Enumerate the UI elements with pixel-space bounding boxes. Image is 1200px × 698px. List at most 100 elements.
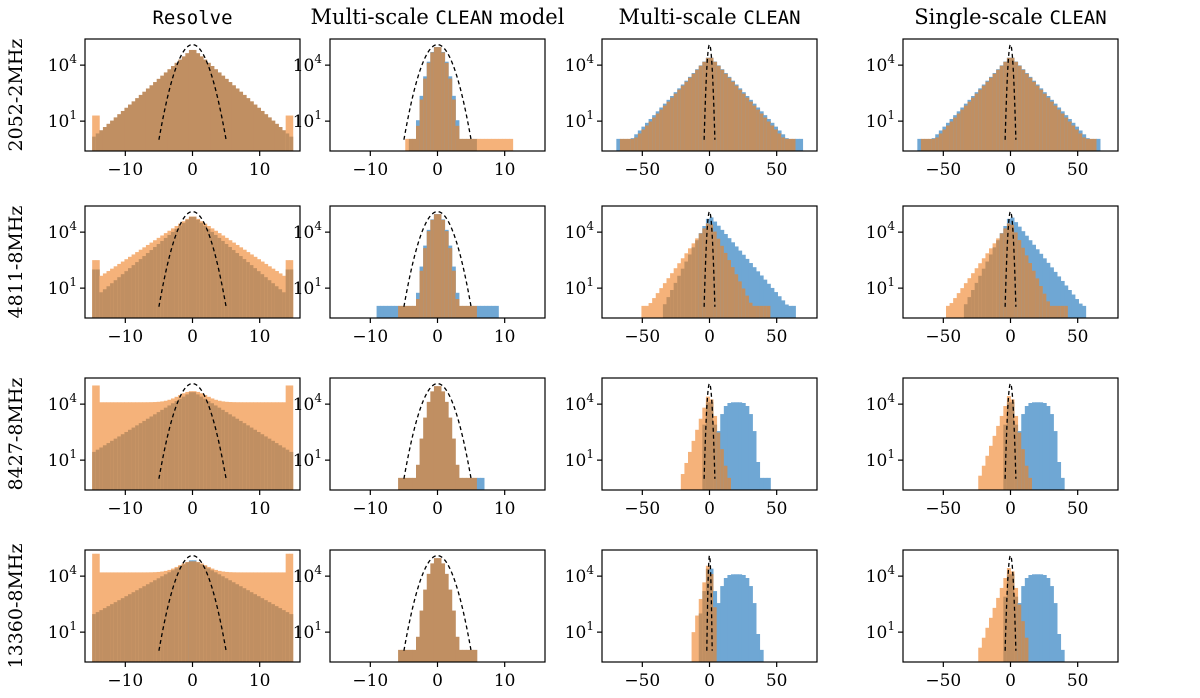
bar-orange-25 bbox=[992, 607, 997, 662]
bar-overlap-30 bbox=[1010, 402, 1015, 490]
bar-overlap-40 bbox=[228, 247, 233, 318]
bar-overlap-21 bbox=[160, 240, 165, 318]
bar-blue-40 bbox=[1046, 578, 1051, 662]
bar-overlap-49 bbox=[260, 434, 265, 490]
bar-overlap-17 bbox=[145, 584, 150, 662]
bar-overlap-29 bbox=[1006, 574, 1011, 662]
bar-overlap-27 bbox=[999, 233, 1004, 318]
bar-overlap-25 bbox=[174, 62, 179, 152]
bar-blue-42 bbox=[480, 477, 485, 490]
bar-overlap-33 bbox=[203, 566, 208, 662]
bar-overlap-15 bbox=[138, 588, 143, 662]
histogram-bars bbox=[92, 553, 294, 662]
bar-overlap-22 bbox=[408, 477, 413, 490]
bar-overlap-5 bbox=[920, 138, 925, 151]
bar-overlap-19 bbox=[398, 477, 403, 490]
bar-overlap-32 bbox=[1017, 65, 1022, 151]
bar-overlap-29 bbox=[705, 223, 710, 318]
bar-overlap-53 bbox=[274, 606, 279, 662]
bar-overlap-23 bbox=[167, 234, 172, 318]
bar-overlap-23 bbox=[412, 305, 417, 318]
bar-blue-43 bbox=[1057, 462, 1062, 490]
y-tick-label-1: 104 bbox=[48, 219, 78, 243]
bar-blue-44 bbox=[1060, 280, 1065, 318]
bar-overlap-2 bbox=[92, 614, 97, 662]
bar-overlap-37 bbox=[462, 649, 467, 662]
bar-orange-55 bbox=[282, 402, 287, 490]
bar-overlap-25 bbox=[419, 438, 424, 490]
bar-overlap-42 bbox=[1053, 105, 1058, 151]
bar-overlap-40 bbox=[745, 295, 750, 318]
bar-blue-39 bbox=[1042, 403, 1047, 490]
bar-overlap-2 bbox=[92, 136, 97, 151]
bar-overlap-24 bbox=[416, 125, 420, 151]
bar-overlap-27 bbox=[426, 231, 431, 318]
bar-overlap-48 bbox=[257, 107, 261, 151]
bar-orange-14 bbox=[953, 298, 958, 318]
bar-overlap-27 bbox=[181, 56, 186, 151]
bar-overlap-22 bbox=[981, 85, 986, 151]
panel-r3-c1: 101 104 −10 0 10 bbox=[293, 549, 546, 691]
bar-blue-38 bbox=[738, 574, 743, 662]
bar-overlap-32 bbox=[444, 62, 449, 151]
bar-overlap-30 bbox=[437, 386, 442, 490]
bar-overlap-25 bbox=[992, 247, 997, 318]
bar-orange-15 bbox=[655, 293, 660, 318]
bar-overlap-21 bbox=[160, 409, 165, 490]
bar-overlap-25 bbox=[174, 228, 179, 318]
bar-overlap-28 bbox=[430, 563, 435, 662]
bar-orange-22 bbox=[981, 637, 986, 662]
bar-blue-42 bbox=[752, 603, 757, 662]
bar-orange-23 bbox=[684, 462, 689, 490]
bar-blue-40 bbox=[745, 406, 750, 490]
bar-overlap-46 bbox=[249, 427, 254, 490]
bar-blue-41 bbox=[748, 414, 753, 490]
bar-overlap-50 bbox=[264, 600, 269, 662]
bar-overlap-31 bbox=[1014, 232, 1019, 318]
bar-overlap-23 bbox=[985, 261, 990, 318]
bar-overlap-23 bbox=[167, 572, 172, 662]
bar-orange-12 bbox=[946, 305, 950, 318]
y-tick-label-1: 104 bbox=[565, 219, 595, 243]
bar-overlap-40 bbox=[228, 414, 233, 490]
bar-overlap-19 bbox=[153, 414, 158, 490]
bar-overlap-31 bbox=[1014, 61, 1019, 152]
bar-blue-55 bbox=[799, 138, 804, 151]
bar-overlap-45 bbox=[1064, 117, 1069, 151]
bar-blue-39 bbox=[741, 575, 746, 662]
bar-blue-49 bbox=[777, 296, 782, 318]
bar-overlap-48 bbox=[257, 431, 261, 490]
bar-overlap-50 bbox=[264, 114, 269, 151]
bar-overlap-38 bbox=[466, 138, 471, 151]
bar-overlap-22 bbox=[163, 237, 168, 318]
bar-blue-42 bbox=[752, 431, 757, 490]
y-tick-label-1: 104 bbox=[866, 391, 896, 415]
bar-overlap-8 bbox=[113, 280, 118, 318]
bar-overlap-43 bbox=[1057, 305, 1062, 318]
bar-blue-38 bbox=[738, 402, 743, 490]
bar-overlap-40 bbox=[745, 97, 750, 151]
bar-overlap-50 bbox=[781, 137, 786, 151]
bar-overlap-34 bbox=[1024, 465, 1029, 490]
bar-overlap-53 bbox=[791, 138, 796, 151]
bar-overlap-27 bbox=[999, 65, 1004, 151]
bar-orange-24 bbox=[688, 451, 692, 490]
bar-orange-23 bbox=[985, 627, 990, 662]
bar-overlap-5 bbox=[102, 608, 107, 662]
bar-overlap-34 bbox=[451, 610, 456, 662]
histogram-bars bbox=[978, 396, 1065, 490]
x-tick-label-1: 0 bbox=[1005, 327, 1016, 347]
bar-overlap-47 bbox=[1071, 125, 1076, 151]
bar-overlap-23 bbox=[167, 405, 172, 490]
bar-overlap-22 bbox=[680, 85, 685, 151]
bar-overlap-22 bbox=[408, 649, 413, 662]
bar-overlap-27 bbox=[181, 564, 186, 662]
bar-overlap-33 bbox=[448, 417, 453, 490]
bar-overlap-25 bbox=[419, 610, 424, 662]
bar-overlap-23 bbox=[684, 81, 689, 151]
bar-overlap-44 bbox=[242, 94, 247, 151]
bar-overlap-49 bbox=[260, 598, 265, 662]
bar-overlap-22 bbox=[981, 268, 986, 318]
x-tick-label-2: 10 bbox=[249, 499, 271, 519]
bar-overlap-53 bbox=[274, 123, 279, 151]
